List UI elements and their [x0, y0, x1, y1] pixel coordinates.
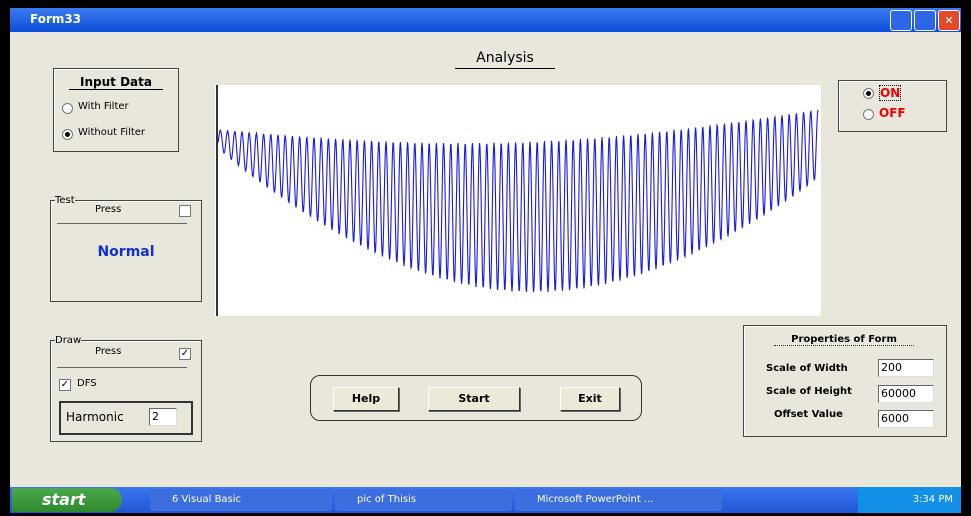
radio-on[interactable] — [863, 88, 874, 99]
option-label: OFF — [879, 106, 906, 120]
harmonic-label: Harmonic — [66, 410, 124, 424]
option-label: With Filter — [78, 101, 129, 112]
radio-with-filter[interactable] — [62, 103, 73, 114]
property-input[interactable]: 60000 — [878, 385, 934, 403]
property-label: Offset Value — [774, 409, 843, 420]
screen: Form33 ✕ Analysis Input Data With Filter… — [0, 0, 971, 516]
harmonic-box: Harmonic 2 — [59, 401, 193, 435]
harmonic-input[interactable]: 2 — [149, 408, 177, 426]
properties-title: Properties of Form — [774, 334, 914, 346]
status-text: Normal — [51, 244, 201, 260]
option-label: Without Filter — [78, 127, 145, 138]
radio-without-filter[interactable] — [62, 129, 73, 140]
analysis-title: Analysis — [455, 50, 555, 69]
power-group: ON OFF — [838, 80, 947, 132]
maximize-button[interactable] — [914, 10, 936, 31]
clock: 3:34 PM — [913, 494, 953, 505]
press-label: Press — [95, 204, 121, 215]
input-data-group: Input Data With Filter Without Filter — [53, 68, 179, 152]
property-input[interactable]: 6000 — [878, 410, 934, 428]
button-group: Help Start Exit — [310, 375, 642, 421]
exit-button[interactable]: Exit — [560, 387, 620, 411]
property-label: Scale of Width — [766, 363, 848, 374]
help-button[interactable]: Help — [333, 387, 399, 411]
dfs-label: DFS — [77, 378, 97, 389]
start-button[interactable]: Start — [428, 387, 520, 411]
option-label: ON — [879, 85, 901, 101]
taskbar-item[interactable]: pic of Thisis — [335, 489, 512, 511]
taskbar-item[interactable]: 6 Visual Basic — [150, 489, 332, 511]
group-label: Test — [55, 195, 75, 206]
draw-group: Draw Press ✓ ✓ DFS Harmonic 2 — [50, 340, 202, 442]
group-label: Draw — [55, 335, 81, 346]
minimize-button[interactable] — [890, 10, 912, 31]
input-data-title: Input Data — [69, 75, 163, 90]
dfs-checkbox[interactable]: ✓ — [59, 379, 71, 391]
plot-background — [215, 85, 821, 316]
title-bar: Form33 ✕ — [10, 8, 961, 32]
property-label: Scale of Height — [766, 386, 852, 397]
test-checkbox[interactable] — [179, 205, 191, 217]
radio-off[interactable] — [863, 109, 874, 120]
press-label: Press — [95, 346, 121, 357]
property-input[interactable]: 200 — [878, 359, 934, 377]
taskbar-item[interactable]: Microsoft PowerPoint ... — [515, 489, 722, 511]
close-button[interactable]: ✕ — [938, 10, 960, 31]
plot-area — [215, 85, 821, 316]
draw-checkbox[interactable]: ✓ — [179, 348, 191, 360]
test-group: Test Press Normal — [50, 200, 202, 302]
window-title: Form33 — [30, 12, 81, 26]
separator — [57, 367, 187, 368]
properties-group: Properties of Form Scale of Width 200 Sc… — [743, 325, 947, 437]
taskbar: start 6 Visual Basic pic of Thisis Micro… — [10, 487, 961, 513]
separator — [57, 223, 187, 224]
system-tray: 3:34 PM — [858, 487, 961, 513]
start-button[interactable]: start — [12, 488, 122, 512]
